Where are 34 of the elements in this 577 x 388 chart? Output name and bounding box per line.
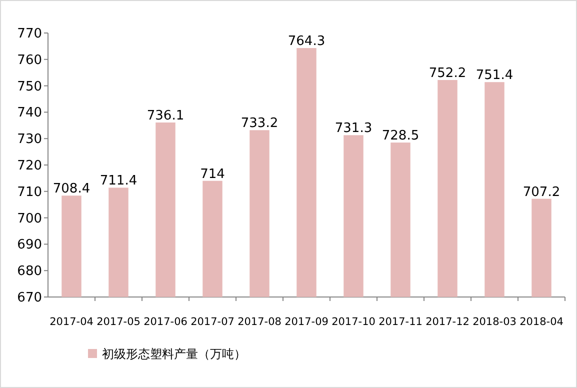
- y-tick-label: 710: [17, 184, 42, 200]
- x-tick-label: 2017-12: [426, 316, 470, 328]
- x-tick-label: 2017-11: [378, 316, 422, 328]
- y-tick-label: 720: [17, 158, 42, 174]
- y-tick-label: 680: [17, 264, 42, 280]
- y-tick-label: 760: [17, 52, 42, 68]
- data-label: 707.2: [522, 184, 560, 200]
- y-tick-label: 670: [17, 290, 42, 306]
- data-label: 711.4: [100, 174, 138, 189]
- y-tick-label: 740: [17, 106, 42, 121]
- y-tick-label: 700: [17, 211, 42, 226]
- x-tick-label: 2017-07: [190, 316, 234, 328]
- x-tick-label: 2017-09: [284, 316, 328, 328]
- x-tick-label: 2017-04: [50, 316, 94, 328]
- y-tick-label: 730: [17, 132, 42, 148]
- x-tick-label: 2017-05: [96, 316, 140, 328]
- x-tick-label: 2018-04: [520, 316, 564, 328]
- x-tick-label: 2017-08: [238, 316, 282, 328]
- legend-label: 初级形态塑料产量（万吨）: [102, 347, 246, 361]
- data-label: 764.3: [288, 34, 326, 50]
- data-label: 708.4: [52, 182, 90, 197]
- data-label: 731.3: [334, 121, 372, 136]
- x-tick-label: 2017-06: [144, 316, 188, 328]
- data-label: 736.1: [146, 108, 184, 124]
- y-tick-label: 690: [17, 238, 42, 253]
- data-label: 728.5: [382, 128, 420, 144]
- y-tick-label: 770: [17, 26, 42, 42]
- y-tick-label: 750: [17, 79, 42, 94]
- data-label: 752.2: [428, 66, 466, 81]
- data-label: 714: [200, 166, 225, 182]
- x-tick-label: 2017-10: [332, 316, 376, 328]
- data-label: 751.4: [476, 68, 514, 84]
- data-label: 733.2: [240, 116, 278, 132]
- x-tick-label: 2018-03: [472, 316, 516, 328]
